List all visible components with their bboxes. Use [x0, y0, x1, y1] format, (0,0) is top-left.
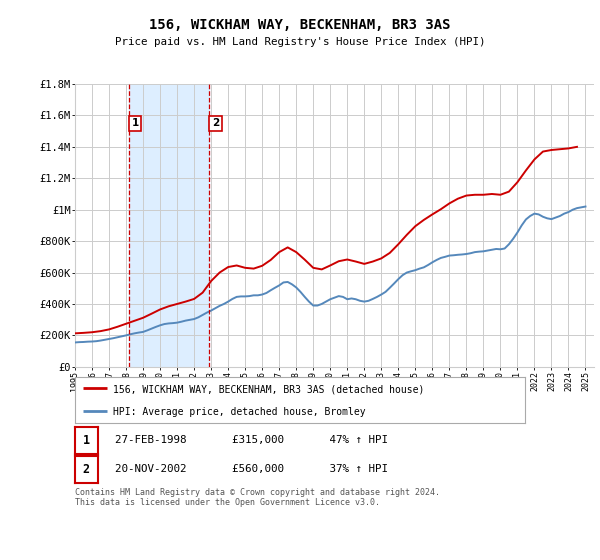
- Text: 2: 2: [212, 118, 219, 128]
- Text: 27-FEB-1998       £315,000       47% ↑ HPI: 27-FEB-1998 £315,000 47% ↑ HPI: [102, 435, 388, 445]
- Text: 1: 1: [131, 118, 139, 128]
- Text: HPI: Average price, detached house, Bromley: HPI: Average price, detached house, Brom…: [113, 407, 366, 417]
- Text: Price paid vs. HM Land Registry's House Price Index (HPI): Price paid vs. HM Land Registry's House …: [115, 37, 485, 47]
- Text: 1: 1: [83, 433, 90, 447]
- Text: 156, WICKHAM WAY, BECKENHAM, BR3 3AS (detached house): 156, WICKHAM WAY, BECKENHAM, BR3 3AS (de…: [113, 384, 425, 394]
- Text: Contains HM Land Registry data © Crown copyright and database right 2024.
This d: Contains HM Land Registry data © Crown c…: [75, 488, 440, 507]
- Text: 2: 2: [83, 463, 90, 476]
- Text: 156, WICKHAM WAY, BECKENHAM, BR3 3AS: 156, WICKHAM WAY, BECKENHAM, BR3 3AS: [149, 18, 451, 32]
- Text: 20-NOV-2002       £560,000       37% ↑ HPI: 20-NOV-2002 £560,000 37% ↑ HPI: [102, 464, 388, 474]
- Bar: [129, 84, 209, 367]
